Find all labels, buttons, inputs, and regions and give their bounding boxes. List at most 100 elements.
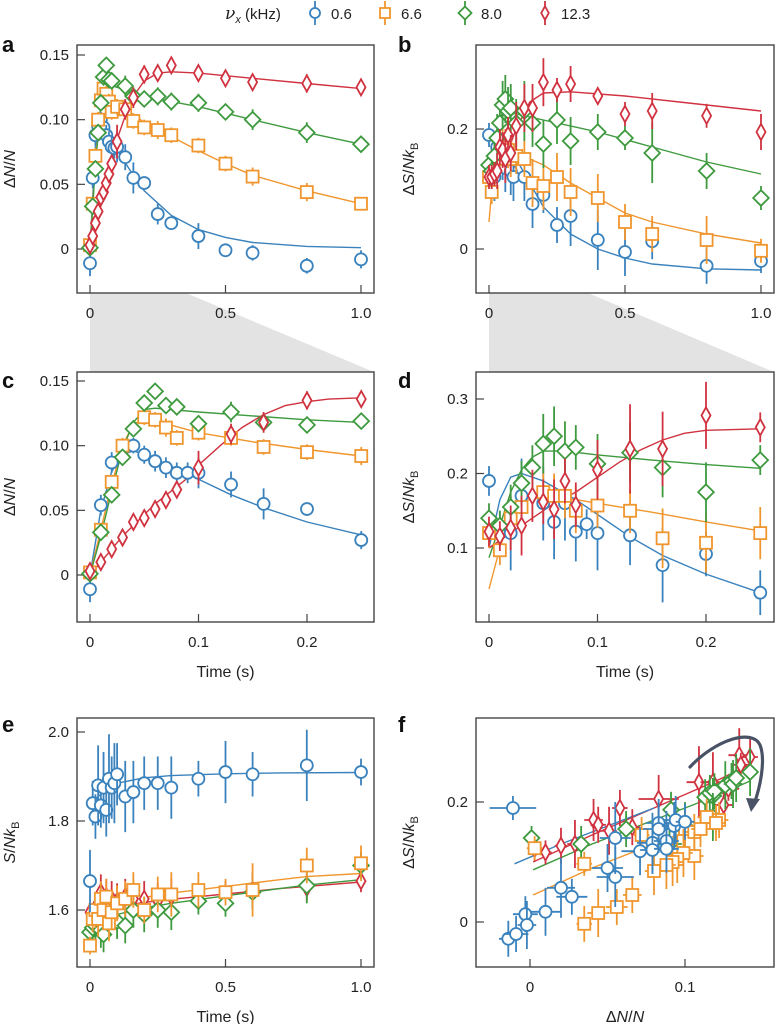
zoom-connector-right bbox=[489, 293, 774, 372]
data-point bbox=[566, 438, 585, 457]
fit-line-0.6 bbox=[89, 119, 362, 250]
data-point bbox=[517, 152, 532, 166]
data-point bbox=[561, 131, 580, 151]
x-tick-label: 0.1 bbox=[675, 979, 696, 996]
data-point bbox=[111, 131, 123, 152]
data-point bbox=[148, 87, 167, 106]
data-point bbox=[137, 447, 152, 462]
data-point bbox=[218, 885, 233, 900]
data-point bbox=[701, 105, 713, 126]
data-point bbox=[243, 110, 262, 129]
data-point bbox=[539, 842, 552, 863]
fit-line-0.6 bbox=[89, 450, 362, 576]
data-point bbox=[106, 153, 118, 174]
data-point bbox=[753, 585, 768, 600]
data-point bbox=[735, 754, 747, 775]
data-point bbox=[137, 120, 152, 135]
legend-label: 8.0 bbox=[481, 6, 502, 23]
data-point bbox=[83, 938, 97, 953]
data-point bbox=[218, 765, 233, 779]
data-point bbox=[83, 256, 97, 271]
data-point bbox=[590, 191, 605, 205]
x-tick-label: 1.0 bbox=[351, 979, 372, 996]
data-point bbox=[300, 445, 314, 460]
data-point bbox=[559, 470, 571, 491]
data-point bbox=[505, 143, 517, 163]
data-point bbox=[297, 123, 316, 142]
y-axis-label: ΔN/N bbox=[2, 477, 19, 516]
data-point bbox=[483, 521, 495, 542]
data-point bbox=[608, 831, 623, 845]
data-point bbox=[699, 535, 713, 550]
legend-label: 12.3 bbox=[561, 6, 590, 23]
data-point bbox=[91, 93, 110, 112]
data-point bbox=[104, 455, 119, 470]
data-point bbox=[751, 188, 771, 208]
plot-area bbox=[489, 728, 760, 957]
legend-marker-square bbox=[379, 7, 391, 19]
data-point bbox=[534, 134, 553, 154]
data-point bbox=[646, 101, 658, 121]
y-axis-label: ΔS/NkB bbox=[401, 816, 421, 869]
data-point bbox=[718, 795, 730, 815]
data-point bbox=[651, 822, 666, 836]
data-point bbox=[162, 92, 181, 111]
data-point bbox=[148, 412, 163, 427]
panel-a: 0 0.5 1.0 0 0.05 0.10 0.15 ΔN/N bbox=[2, 44, 375, 322]
data-point bbox=[106, 539, 118, 560]
data-point bbox=[577, 916, 592, 931]
legend-entry-0.6: 0.6 bbox=[309, 1, 352, 25]
data-point bbox=[156, 396, 176, 415]
data-point bbox=[588, 122, 607, 142]
data-point bbox=[526, 485, 538, 506]
data-point bbox=[256, 496, 271, 511]
x-tick-label: 0 bbox=[526, 979, 534, 996]
data-point bbox=[753, 526, 768, 540]
data-point bbox=[537, 491, 549, 512]
data-point bbox=[297, 415, 317, 435]
data-point bbox=[352, 412, 371, 431]
data-point bbox=[534, 434, 553, 453]
data-point bbox=[164, 887, 179, 902]
data-point bbox=[590, 498, 605, 513]
plot-area bbox=[80, 729, 371, 955]
data-point bbox=[218, 156, 233, 171]
data-point bbox=[84, 561, 96, 582]
y-axis-label: ΔN/N bbox=[2, 149, 19, 188]
data-point bbox=[709, 816, 723, 830]
x-tick-label: 0.5 bbox=[215, 979, 236, 996]
data-point bbox=[509, 927, 523, 941]
data-point bbox=[591, 906, 606, 920]
axes-frame bbox=[76, 371, 375, 623]
data-point bbox=[618, 245, 632, 259]
series-12.3 bbox=[483, 381, 766, 556]
x-tick-label: 0 bbox=[86, 979, 94, 996]
x-tick-label: 0.1 bbox=[587, 634, 608, 651]
data-point bbox=[245, 245, 260, 260]
x-tick-label: 0 bbox=[86, 634, 94, 651]
data-point bbox=[150, 123, 165, 137]
y-tick-label: 0.2 bbox=[447, 794, 468, 811]
data-point bbox=[550, 170, 564, 184]
data-point bbox=[247, 72, 259, 93]
data-point bbox=[119, 99, 131, 120]
data-point bbox=[137, 176, 152, 190]
data-point bbox=[171, 479, 183, 500]
data-point bbox=[537, 72, 549, 93]
legend-marker-thin-diamond bbox=[540, 4, 550, 22]
x-tick-label: 0.2 bbox=[297, 634, 318, 651]
data-point bbox=[164, 780, 179, 795]
y-tick-label: 0 bbox=[460, 914, 468, 931]
legend-title: νx (kHz) bbox=[225, 4, 281, 26]
data-point bbox=[570, 494, 582, 515]
data-point bbox=[538, 904, 553, 919]
data-point bbox=[135, 393, 154, 413]
data-point bbox=[699, 233, 714, 247]
panel-e: 0 0.5 1.0 1.6 1.8 2.0 Time (s) S/NkB bbox=[2, 717, 375, 1024]
data-point bbox=[510, 116, 522, 136]
series-0.6 bbox=[489, 796, 695, 957]
data-point bbox=[189, 93, 208, 112]
data-point bbox=[572, 834, 591, 854]
x-tick-label: 0 bbox=[86, 305, 94, 322]
data-point bbox=[117, 527, 129, 548]
